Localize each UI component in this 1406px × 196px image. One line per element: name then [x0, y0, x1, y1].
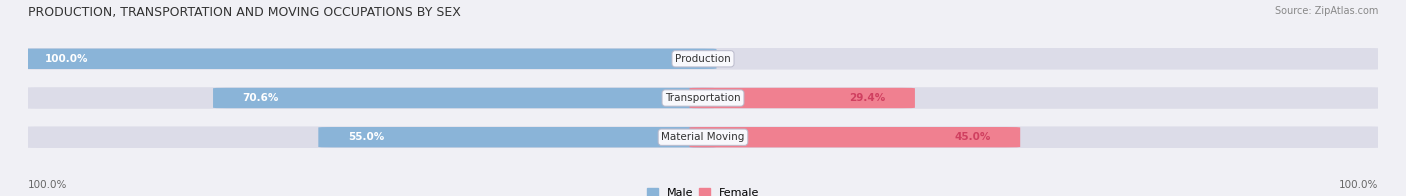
- Text: 45.0%: 45.0%: [955, 132, 990, 142]
- Legend: Male, Female: Male, Female: [643, 184, 763, 196]
- Text: 100.0%: 100.0%: [28, 180, 67, 190]
- Text: PRODUCTION, TRANSPORTATION AND MOVING OCCUPATIONS BY SEX: PRODUCTION, TRANSPORTATION AND MOVING OC…: [28, 6, 461, 19]
- FancyBboxPatch shape: [318, 127, 717, 147]
- Text: Production: Production: [675, 54, 731, 64]
- FancyBboxPatch shape: [689, 88, 915, 108]
- Text: 70.6%: 70.6%: [243, 93, 280, 103]
- Text: 55.0%: 55.0%: [349, 132, 384, 142]
- FancyBboxPatch shape: [14, 49, 717, 69]
- Text: 100.0%: 100.0%: [45, 54, 87, 64]
- Text: 29.4%: 29.4%: [849, 93, 886, 103]
- FancyBboxPatch shape: [689, 127, 1021, 147]
- FancyBboxPatch shape: [214, 88, 717, 108]
- Text: 100.0%: 100.0%: [1339, 180, 1378, 190]
- Text: Material Moving: Material Moving: [661, 132, 745, 142]
- FancyBboxPatch shape: [21, 87, 1385, 109]
- Text: Source: ZipAtlas.com: Source: ZipAtlas.com: [1274, 6, 1378, 16]
- FancyBboxPatch shape: [21, 48, 1385, 70]
- FancyBboxPatch shape: [21, 126, 1385, 148]
- Text: Transportation: Transportation: [665, 93, 741, 103]
